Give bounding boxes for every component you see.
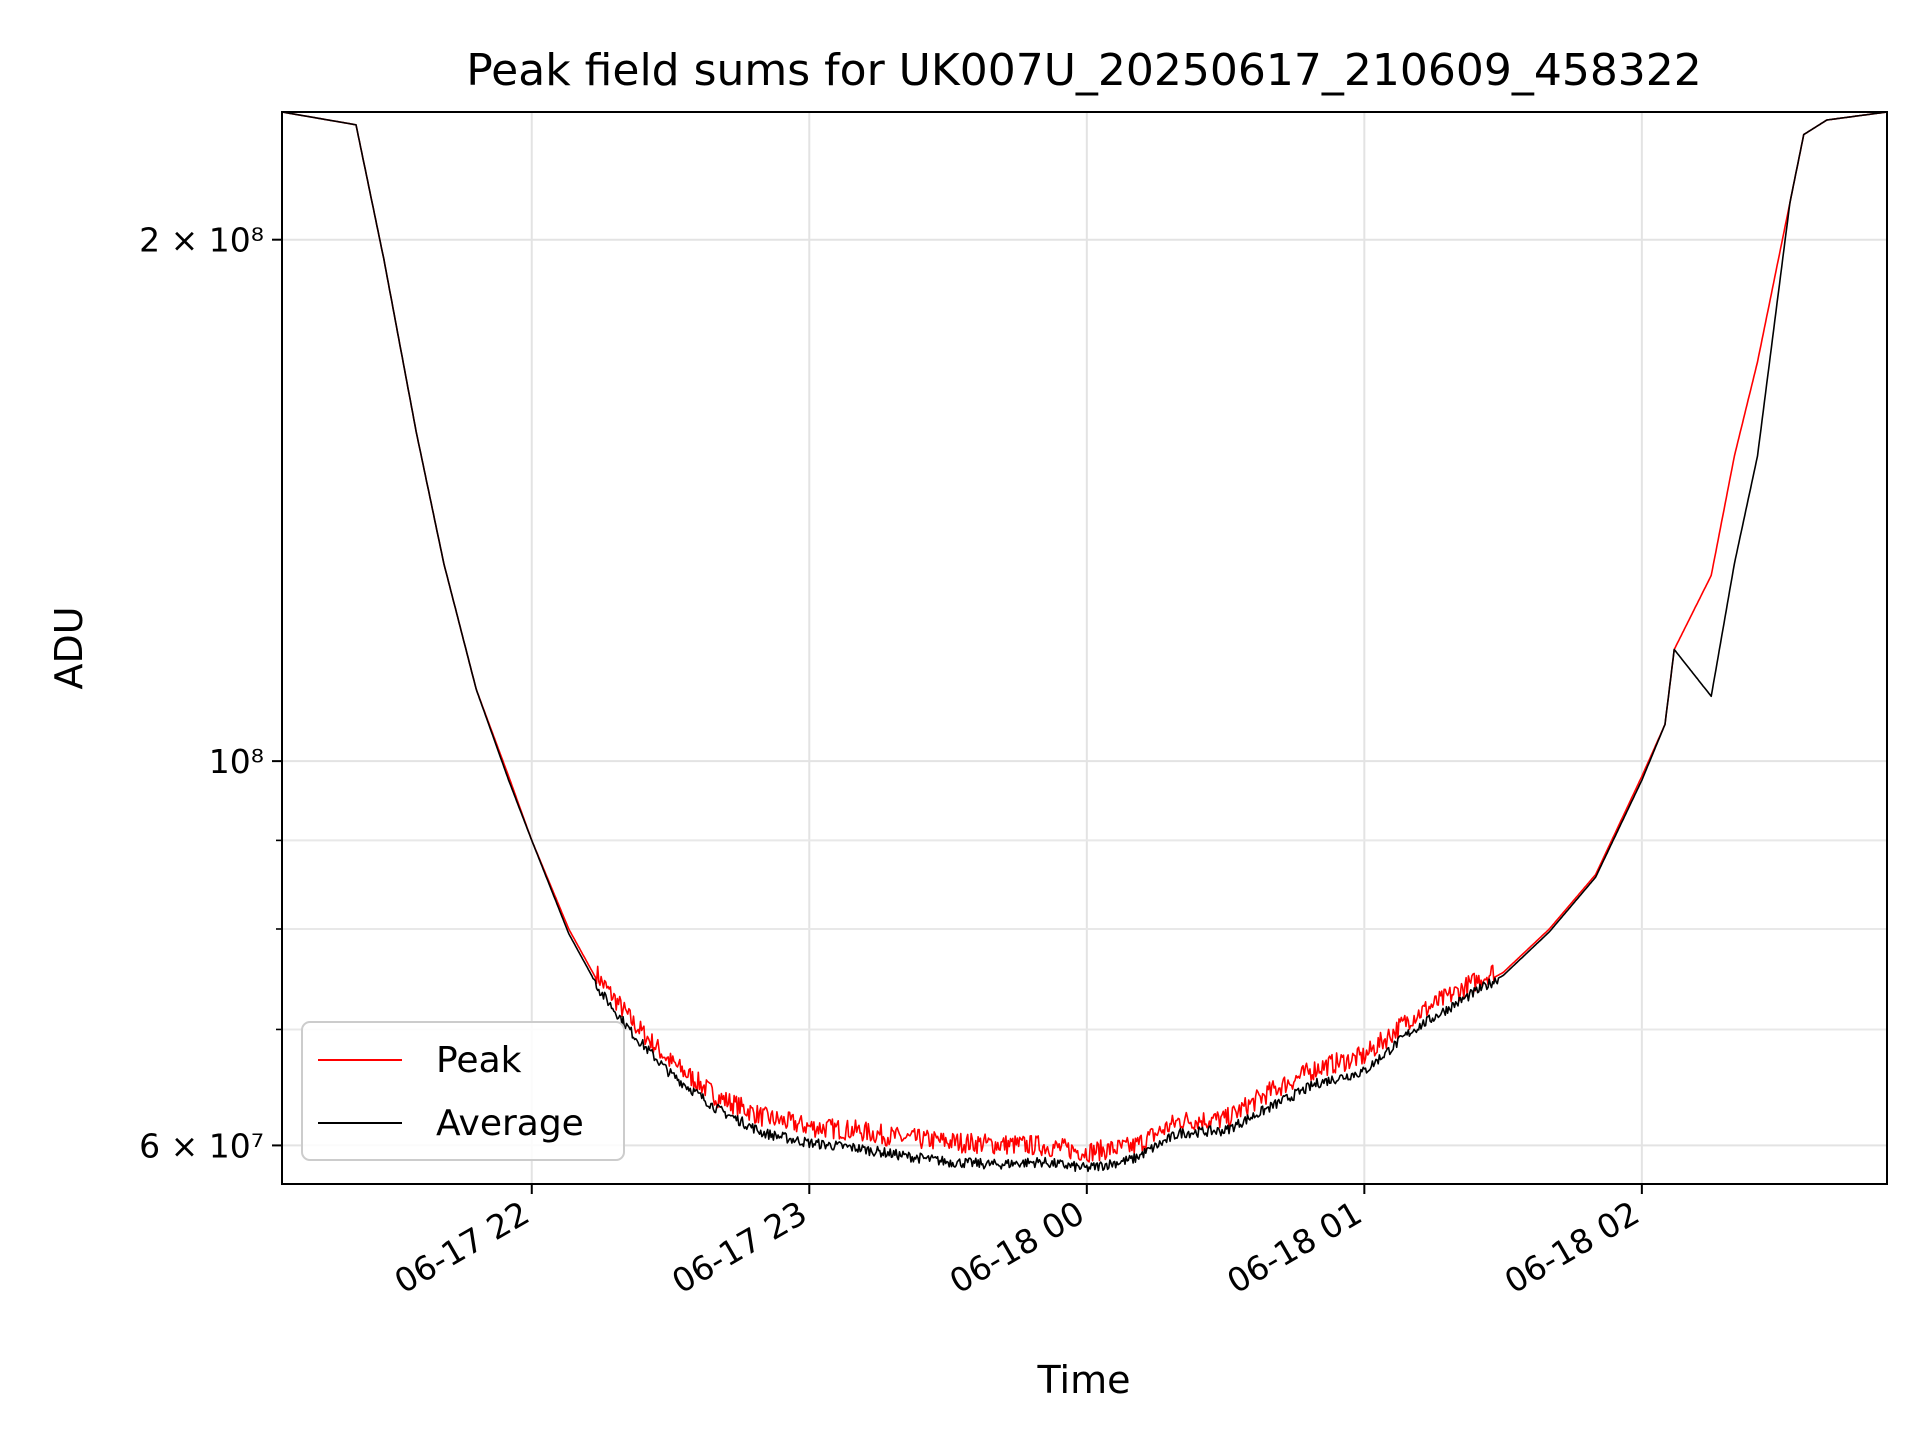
legend-box <box>301 1021 625 1161</box>
legend-label-peak: Peak <box>436 1040 522 1081</box>
x-axis-label: Time <box>1037 1358 1131 1402</box>
legend: Peak Average <box>301 1021 625 1161</box>
series-area <box>281 111 1888 1173</box>
plot-frame <box>281 111 1888 1185</box>
x-tick-label: 06-18 02 <box>1498 1193 1646 1301</box>
y-axis-label: ADU <box>47 606 91 689</box>
y-tick-label: 10⁸ <box>209 742 264 781</box>
chart-title: Peak field sums for UK007U_20250617_2106… <box>466 45 1702 96</box>
x-tick-label: 06-17 22 <box>388 1193 536 1301</box>
y-tick-label: 2 × 10⁸ <box>139 221 264 260</box>
x-tick-label: 06-18 00 <box>943 1193 1091 1301</box>
legend-label-average: Average <box>436 1103 584 1144</box>
series-line-average <box>281 111 1888 1173</box>
x-tick-label: 06-18 01 <box>1220 1193 1368 1301</box>
y-tick-label: 6 × 10⁷ <box>139 1126 264 1165</box>
series-line-peak <box>281 111 1888 1163</box>
x-tick-label: 06-17 23 <box>665 1193 813 1301</box>
